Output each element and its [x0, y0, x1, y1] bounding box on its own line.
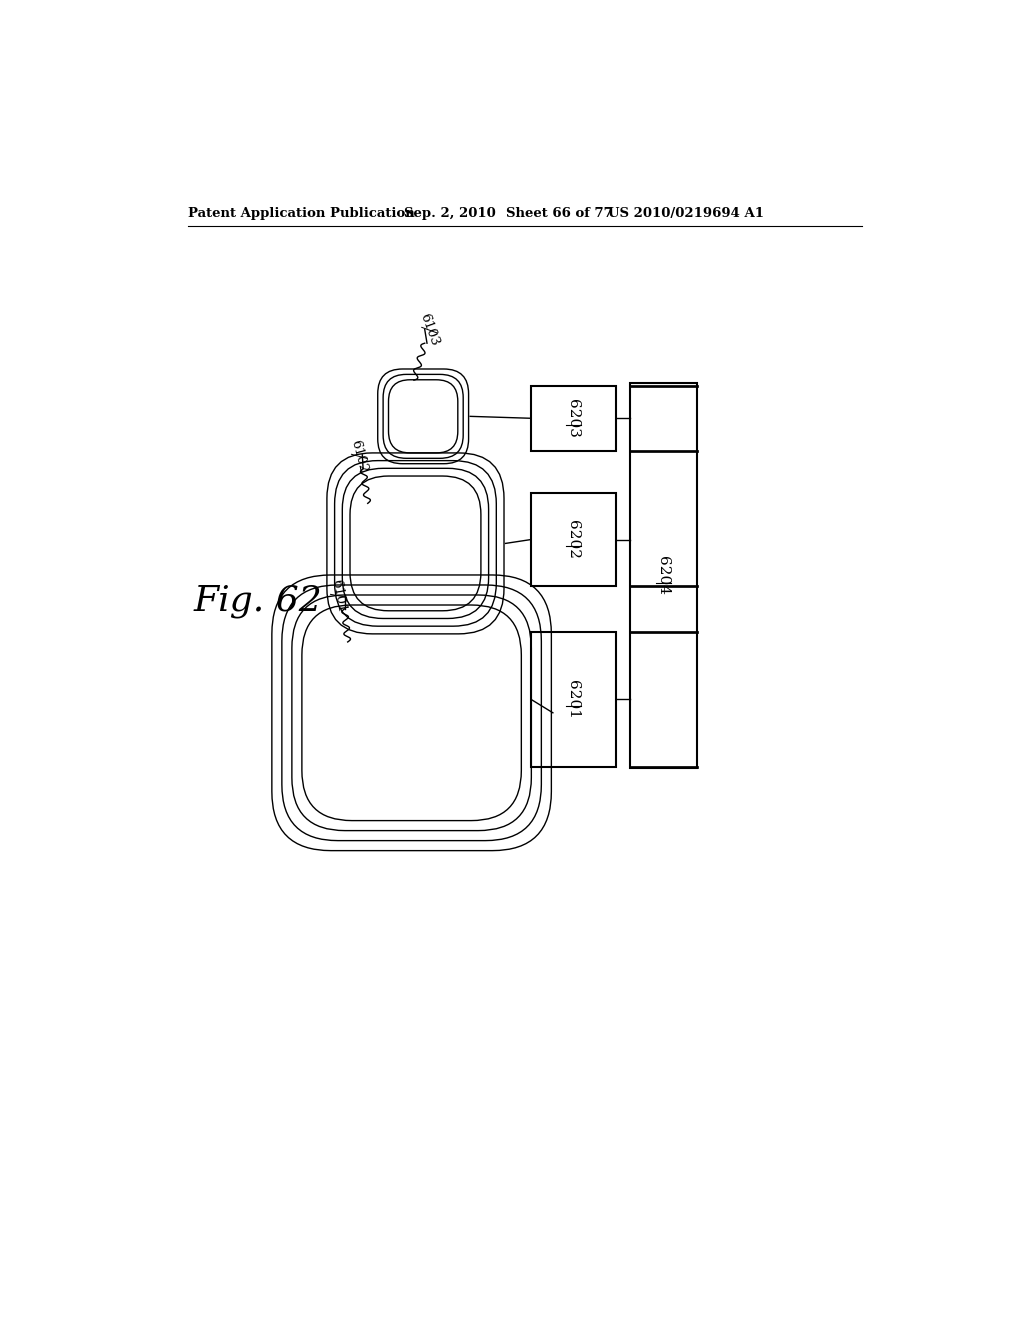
Text: Patent Application Publication: Patent Application Publication	[188, 207, 415, 220]
Bar	[531, 494, 615, 586]
Text: Sheet 66 of 77: Sheet 66 of 77	[506, 207, 612, 220]
Text: 6103: 6103	[418, 312, 441, 348]
Text: Fig. 62: Fig. 62	[194, 585, 322, 618]
Text: 6203: 6203	[566, 399, 581, 438]
Bar	[531, 632, 615, 767]
Bar	[630, 383, 697, 768]
Text: 6102: 6102	[348, 438, 370, 474]
Text: US 2010/0219694 A1: US 2010/0219694 A1	[608, 207, 764, 220]
Bar	[531, 385, 615, 451]
Text: 6202: 6202	[566, 520, 581, 560]
Text: 6201: 6201	[566, 680, 581, 719]
Text: 6204: 6204	[656, 556, 671, 595]
Text: Sep. 2, 2010: Sep. 2, 2010	[403, 207, 496, 220]
Text: 6101: 6101	[329, 578, 348, 614]
